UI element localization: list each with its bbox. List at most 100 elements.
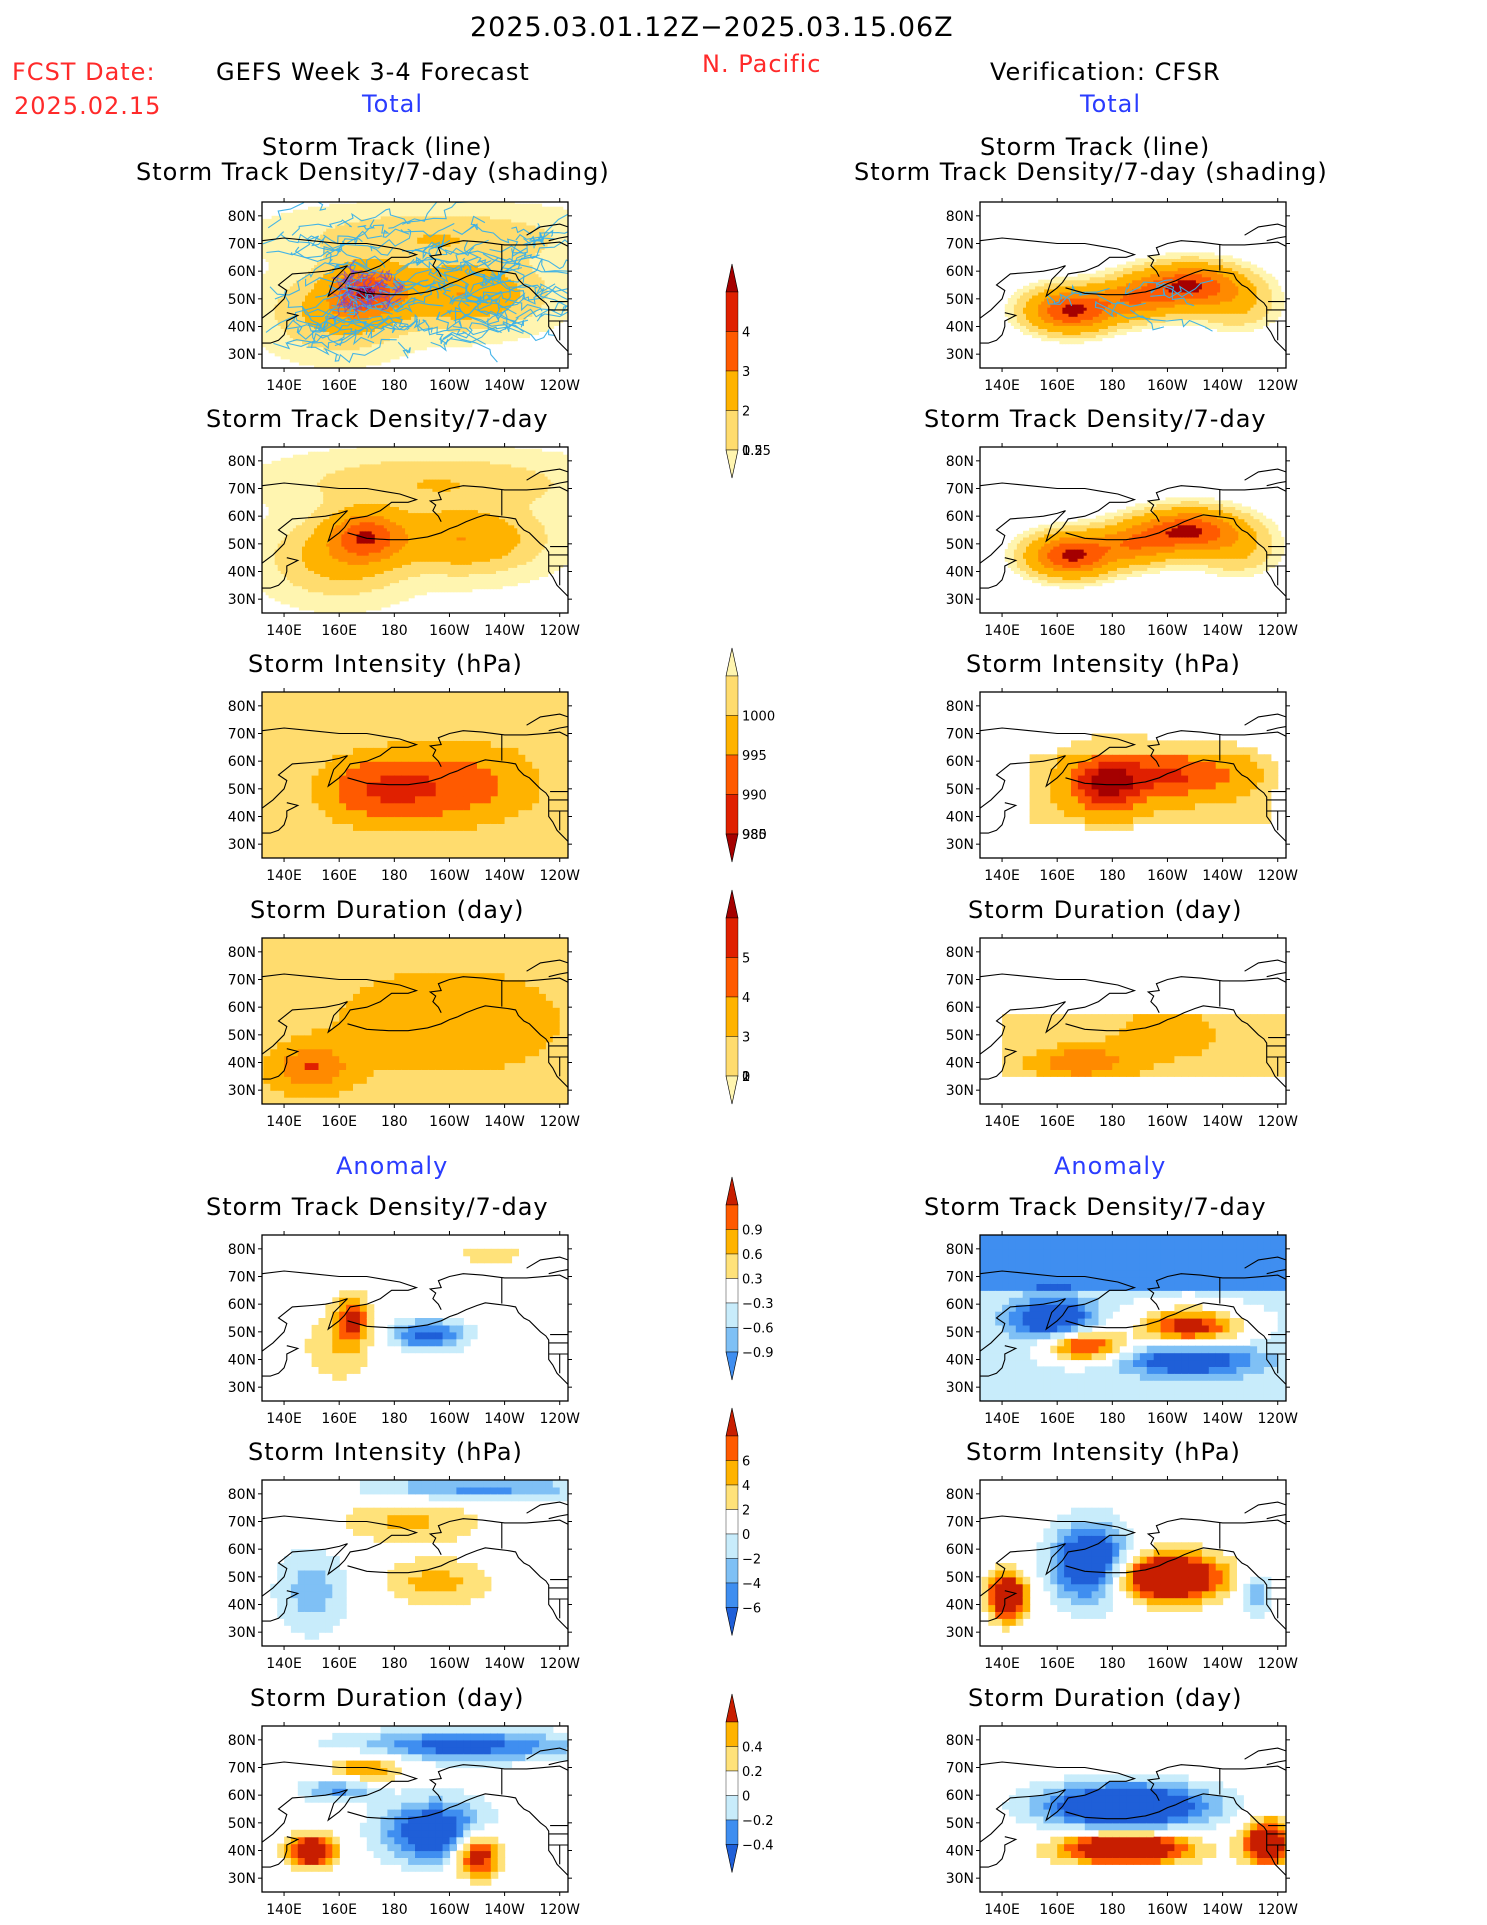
grid-cell (292, 301, 297, 305)
grid-cell (405, 237, 409, 241)
grid-cell (350, 258, 355, 262)
grid-cell (368, 221, 373, 226)
grid-cell (435, 209, 439, 214)
grid-cell (538, 215, 543, 220)
grid-cell (265, 331, 270, 336)
grid-cell (405, 316, 409, 320)
grid-cell (493, 237, 497, 241)
grid-cell (462, 279, 467, 284)
grid-cell (292, 246, 297, 250)
grid-cell (511, 295, 515, 299)
grid-cell (541, 325, 546, 329)
grid-cell (553, 322, 558, 326)
grid-cell (311, 304, 315, 308)
grid-cell (365, 249, 370, 253)
grid-cell (456, 322, 461, 326)
grid-cell (323, 301, 327, 305)
grid-cell (535, 228, 540, 232)
grid-cell (365, 307, 370, 311)
grid-cell (317, 310, 321, 314)
grid-cell (374, 249, 379, 253)
grid-cell (377, 319, 382, 323)
grid-cell (289, 304, 294, 308)
grid-cell (374, 209, 379, 214)
grid-cell (274, 319, 279, 323)
grid-cell (289, 334, 294, 339)
grid-cell (438, 225, 442, 229)
grid-cell (362, 240, 367, 244)
grid-cell (311, 225, 315, 229)
grid-cell (265, 234, 270, 238)
grid-cell (305, 301, 309, 305)
grid-cell (405, 273, 409, 278)
grid-cell (462, 252, 467, 256)
grid-cell (257, 292, 261, 296)
grid-cell (538, 243, 543, 247)
grid-cell (389, 206, 394, 211)
grid-cell (529, 276, 533, 281)
grid-cell (474, 322, 479, 326)
grid-cell (477, 331, 482, 336)
grid-cell (538, 270, 543, 275)
grid-cell (499, 258, 503, 262)
grid-cell (405, 261, 409, 266)
grid-cell (459, 285, 464, 290)
grid-cell (274, 301, 279, 305)
grid-cell (417, 228, 421, 232)
grid-cell (344, 258, 348, 262)
grid-cell (553, 218, 558, 223)
grid-cell (508, 307, 512, 311)
grid-cell (569, 268, 573, 272)
grid-cell (487, 282, 491, 287)
grid-cell (396, 225, 400, 229)
grid-cell (483, 234, 488, 238)
grid-cell (423, 225, 427, 229)
grid-cell (386, 202, 391, 205)
grid-cell (383, 316, 388, 320)
grid-cell (480, 304, 485, 308)
grid-cell (295, 340, 300, 345)
grid-cell (490, 273, 494, 278)
grid-cell (320, 343, 324, 348)
grid-cell (302, 273, 306, 278)
grid-cell (308, 346, 312, 351)
grid-cell (335, 322, 339, 326)
grid-cell (283, 349, 288, 354)
grid-cell (283, 255, 288, 259)
grid-cell (344, 215, 348, 220)
grid-cell (377, 346, 382, 351)
grid-cell (368, 328, 373, 332)
grid-cell (414, 267, 418, 272)
grid-cell (535, 288, 540, 293)
grid-cell (565, 282, 568, 287)
grid-cell (326, 304, 330, 308)
grid-cell (308, 225, 312, 229)
grid-cell (411, 264, 415, 269)
grid-cell (308, 361, 312, 366)
grid-cell (399, 273, 403, 278)
grid-cell (429, 215, 433, 220)
grid-cell (298, 331, 303, 336)
grid-cell (483, 325, 488, 329)
grid-cell (286, 215, 291, 220)
grid-cell (389, 331, 394, 336)
grid-cell (271, 349, 276, 354)
grid-cell (280, 258, 285, 262)
grid-cell (496, 234, 500, 238)
grid-cell (344, 273, 348, 278)
grid-cell (280, 252, 285, 256)
grid-cell (423, 322, 427, 326)
grid-cell (502, 307, 506, 311)
grid-cell (487, 267, 491, 272)
grid-cell (477, 234, 482, 238)
grid-cell (365, 358, 370, 363)
grid-cell (311, 240, 315, 244)
grid-cell (359, 343, 364, 348)
grid-cell (329, 365, 333, 368)
grid-cell (323, 355, 327, 360)
grid-cell (471, 237, 476, 241)
grid-cell (392, 240, 397, 244)
grid-cell (295, 252, 300, 256)
grid-cell (408, 288, 412, 293)
grid-cell (286, 349, 291, 354)
